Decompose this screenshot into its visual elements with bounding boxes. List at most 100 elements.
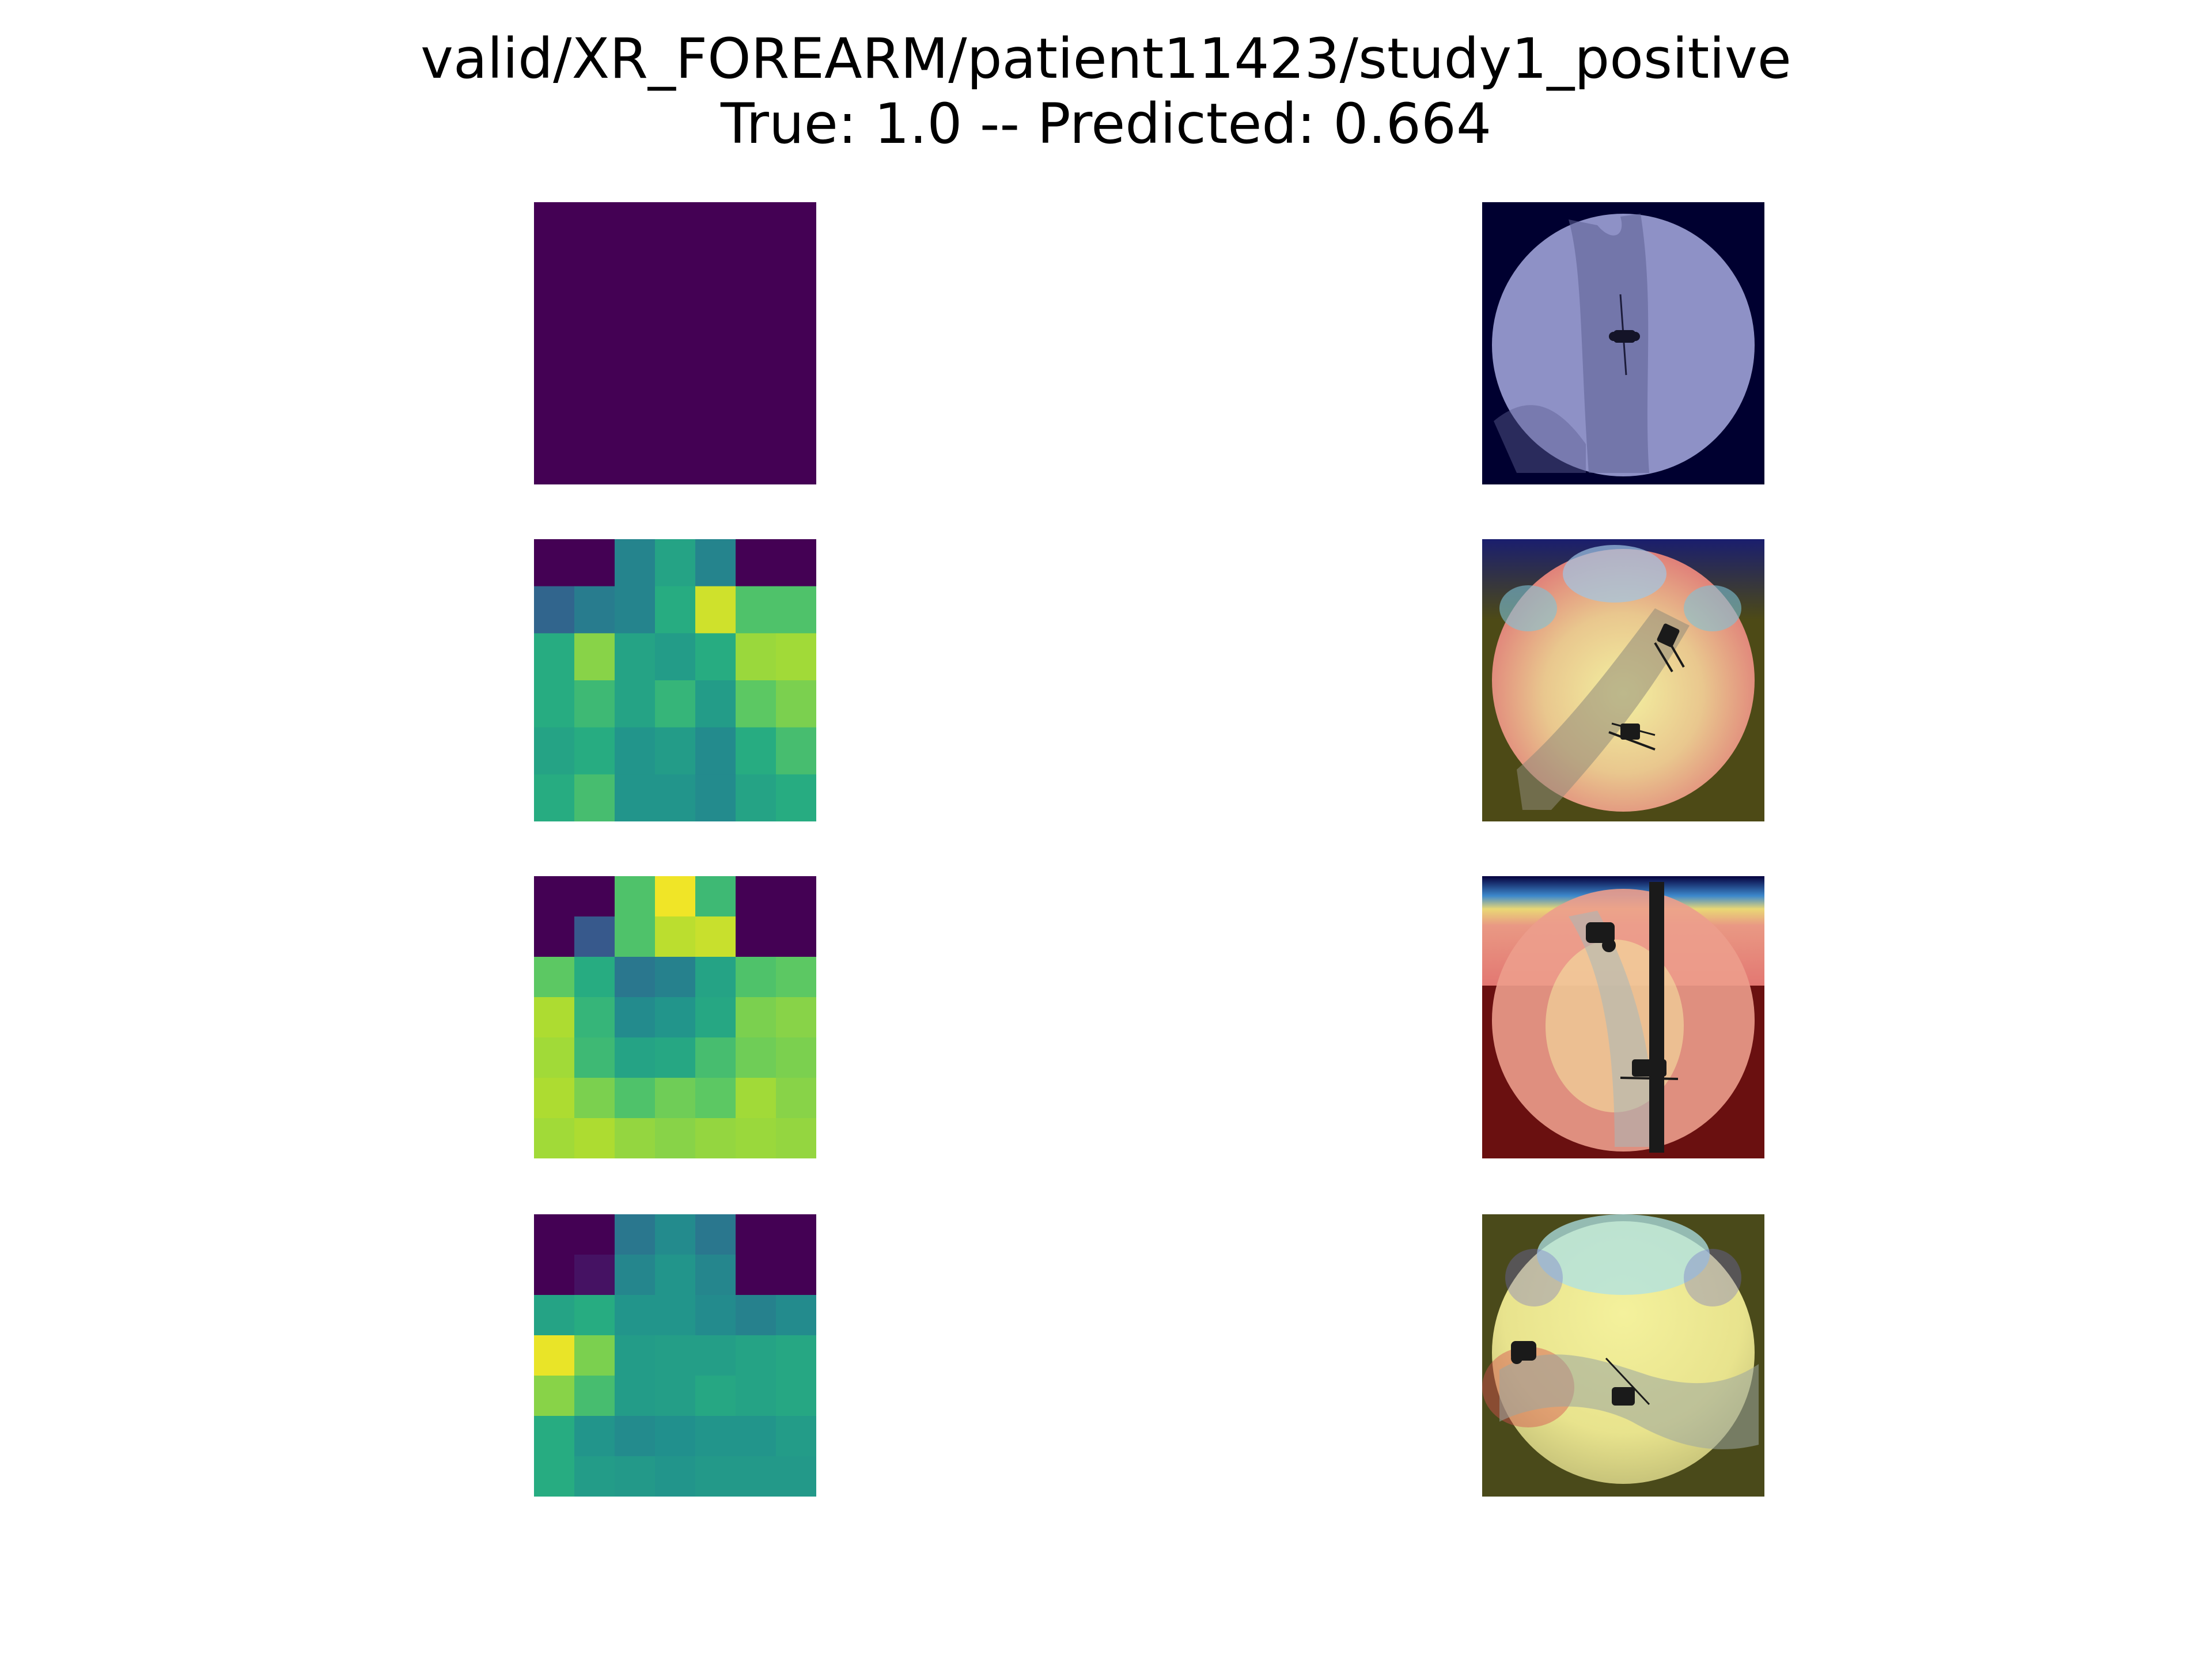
heatmap-3-cell-r5-c3 (655, 1078, 696, 1119)
heatmap-3-cell-r4-c1 (574, 1037, 615, 1078)
heatmap-1-cell-r1-c1 (574, 243, 615, 283)
heatmap-4-cell-r0-c3 (655, 1214, 696, 1255)
figure-title-prediction: True: 1.0 -- Predicted: 0.664 (720, 92, 1492, 156)
heatmap-1-cell-r0-c4 (695, 202, 736, 243)
heatmap-1-cell-r6-c6 (776, 444, 816, 484)
heatmap-2-cell-r4-c4 (695, 727, 736, 775)
heatmap-2-cell-r1-c0 (534, 586, 575, 634)
heatmap-2-cell-r2-c3 (655, 633, 696, 681)
heatmap-1-cell-r6-c2 (615, 444, 656, 484)
heatmap-panel-3 (534, 876, 816, 1158)
xray-overlay-panel-4 (1482, 1214, 1764, 1497)
heatmap-3-cell-r4-c4 (695, 1037, 736, 1078)
heatmap-2-cell-r2-c0 (534, 633, 575, 681)
heatmap-2-cell-r2-c4 (695, 633, 736, 681)
heatmap-1-cell-r3-c2 (615, 323, 656, 364)
heatmap-4-cell-r2-c3 (655, 1295, 696, 1336)
heatmap-panel-2 (534, 539, 816, 821)
heatmap-3-cell-r2-c5 (736, 957, 777, 998)
heatmap-1-cell-r4-c4 (695, 363, 736, 404)
heatmap-4-cell-r3-c3 (655, 1335, 696, 1376)
heatmap-4-cell-r1-c3 (655, 1255, 696, 1296)
heatmap-2-cell-r5-c0 (534, 774, 575, 821)
heatmap-2-cell-r2-c1 (574, 633, 615, 681)
heatmap-4-cell-r2-c4 (695, 1295, 736, 1336)
heatmap-2-cell-r5-c1 (574, 774, 615, 821)
heatmap-2-cell-r0-c1 (574, 539, 615, 587)
heatmap-2-cell-r5-c4 (695, 774, 736, 821)
heatmap-1-cell-r2-c6 (776, 283, 816, 324)
heatmap-4-cell-r5-c2 (615, 1416, 656, 1457)
heatmap-4-cell-r6-c1 (574, 1456, 615, 1497)
heatmap-3-cell-r5-c1 (574, 1078, 615, 1119)
heatmap-1-cell-r3-c0 (534, 323, 575, 364)
heatmap-1-cell-r6-c4 (695, 444, 736, 484)
heatmap-3-cell-r3-c4 (695, 997, 736, 1038)
heatmap-3-cell-r6-c6 (776, 1118, 816, 1158)
heatmap-1-cell-r5-c4 (695, 404, 736, 445)
heatmap-2-cell-r4-c1 (574, 727, 615, 775)
heatmap-3-cell-r0-c0 (534, 876, 575, 917)
heatmap-3-cell-r5-c6 (776, 1078, 816, 1119)
heatmap-4-cell-r2-c0 (534, 1295, 575, 1336)
xray-overlay-panel-2 (1482, 539, 1764, 821)
heatmap-3-cell-r1-c4 (695, 916, 736, 957)
heatmap-2-cell-r0-c0 (534, 539, 575, 587)
heatmap-2-cell-r3-c6 (776, 680, 816, 728)
heatmap-2-cell-r4-c2 (615, 727, 656, 775)
heatmap-1-cell-r4-c0 (534, 363, 575, 404)
heatmap-2-cell-r3-c4 (695, 680, 736, 728)
heatmap-2-cell-r3-c1 (574, 680, 615, 728)
heatmap-1-cell-r2-c2 (615, 283, 656, 324)
heatmap-4-cell-r4-c2 (615, 1376, 656, 1416)
heatmap-3-cell-r6-c0 (534, 1118, 575, 1158)
heatmap-4-cell-r6-c3 (655, 1456, 696, 1497)
heatmap-3-cell-r0-c5 (736, 876, 777, 917)
heatmap-4-cell-r3-c5 (736, 1335, 777, 1376)
heatmap-3-cell-r1-c6 (776, 916, 816, 957)
heatmap-1-cell-r5-c6 (776, 404, 816, 445)
heatmap-4-cell-r2-c5 (736, 1295, 777, 1336)
heatmap-1-cell-r2-c1 (574, 283, 615, 324)
heatmap-4-cell-r0-c6 (776, 1214, 816, 1255)
heatmap-2-cell-r4-c0 (534, 727, 575, 775)
heatmap-3-cell-r5-c2 (615, 1078, 656, 1119)
heatmap-3-cell-r2-c3 (655, 957, 696, 998)
heatmap-4-cell-r5-c6 (776, 1416, 816, 1457)
heatmap-4-cell-r6-c6 (776, 1456, 816, 1497)
heatmap-1-cell-r3-c6 (776, 323, 816, 364)
heatmap-1-cell-r4-c5 (736, 363, 777, 404)
heatmap-3-cell-r2-c0 (534, 957, 575, 998)
heatmap-3-cell-r1-c2 (615, 916, 656, 957)
heatmap-4-cell-r3-c1 (574, 1335, 615, 1376)
heatmap-3-cell-r6-c5 (736, 1118, 777, 1158)
heatmap-2-cell-r4-c3 (655, 727, 696, 775)
heatmap-4-cell-r1-c2 (615, 1255, 656, 1296)
heatmap-4-cell-r4-c3 (655, 1376, 696, 1416)
heatmap-4-cell-r2-c6 (776, 1295, 816, 1336)
heatmap-panel-1 (534, 202, 816, 484)
heatmap-3-cell-r2-c1 (574, 957, 615, 998)
heatmap-2-cell-r2-c5 (736, 633, 777, 681)
heatmap-3-cell-r1-c3 (655, 916, 696, 957)
heatmap-4-cell-r4-c6 (776, 1376, 816, 1416)
xray-overlay-panel-1 (1482, 202, 1764, 484)
heatmap-3-cell-r6-c1 (574, 1118, 615, 1158)
heatmap-1-cell-r6-c5 (736, 444, 777, 484)
heatmap-3-cell-r2-c6 (776, 957, 816, 998)
heatmap-1-cell-r1-c6 (776, 243, 816, 283)
heatmap-4-cell-r5-c4 (695, 1416, 736, 1457)
heatmap-1-cell-r5-c1 (574, 404, 615, 445)
heatmap-3-cell-r3-c3 (655, 997, 696, 1038)
heatmap-2-cell-r3-c5 (736, 680, 777, 728)
heatmap-2-cell-r5-c2 (615, 774, 656, 821)
heatmap-1-cell-r6-c0 (534, 444, 575, 484)
heatmap-1-cell-r4-c3 (655, 363, 696, 404)
heatmap-4-cell-r1-c1 (574, 1255, 615, 1296)
heatmap-1-cell-r1-c2 (615, 243, 656, 283)
heatmap-1-cell-r5-c0 (534, 404, 575, 445)
heatmap-4-cell-r4-c0 (534, 1376, 575, 1416)
xray-overlay-panel-3 (1482, 876, 1764, 1158)
heatmap-4-cell-r5-c1 (574, 1416, 615, 1457)
heatmap-4-cell-r5-c0 (534, 1416, 575, 1457)
